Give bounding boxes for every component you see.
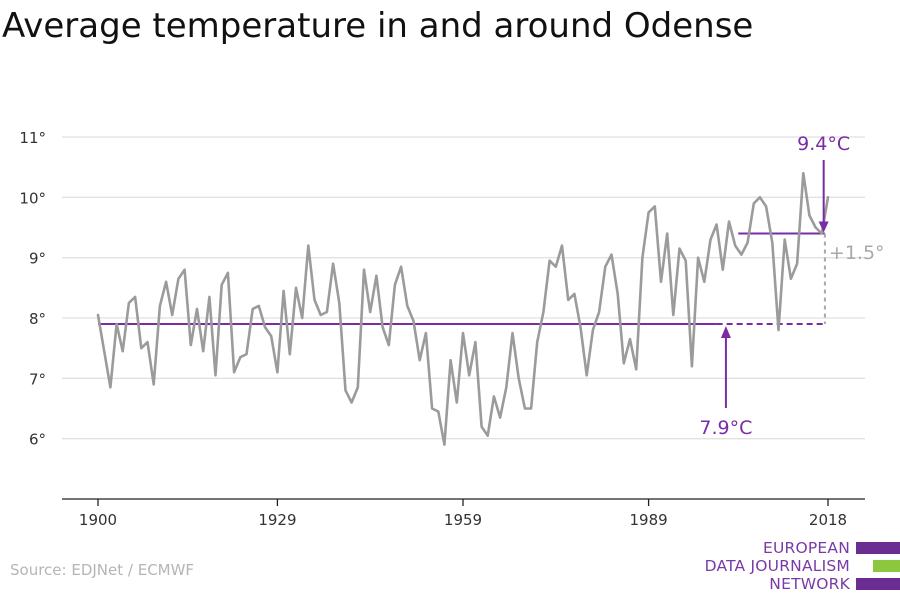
edjnet-logo: EUROPEAN DATA JOURNALISM NETWORK (700, 538, 900, 596)
y-tick-label: 11° (19, 129, 46, 147)
x-tick-label: 1989 (629, 511, 667, 529)
y-tick-label: 9° (29, 250, 46, 268)
series-line (96, 171, 830, 447)
difference-label: +1.5° (829, 242, 885, 264)
logo-bar-green (873, 560, 900, 572)
baseline-arrow-head (720, 326, 731, 339)
logo-bar-purple-bottom (856, 578, 900, 590)
x-tick-label: 1959 (444, 511, 482, 529)
y-tick-label: 10° (19, 189, 46, 207)
chart-title: Average temperature in and around Odense (2, 6, 754, 46)
y-tick-label: 7° (29, 370, 46, 388)
recent-label: 9.4°C (797, 133, 850, 155)
recent-arrow-head (818, 221, 829, 233)
x-tick-label: 1900 (79, 511, 117, 529)
x-tick-label: 2018 (809, 511, 847, 529)
logo-bar-purple-top (856, 542, 900, 554)
source-note: Source: EDJNet / ECMWF (10, 561, 195, 579)
y-tick-label: 8° (29, 310, 46, 328)
logo-line-data-journalism: DATA JOURNALISM (704, 557, 850, 575)
y-tick-label: 6° (29, 431, 46, 449)
logo-line-european: EUROPEAN (762, 539, 850, 557)
x-tick-label: 1929 (258, 511, 296, 529)
baseline-label: 7.9°C (699, 417, 752, 439)
logo-line-network: NETWORK (769, 575, 850, 593)
